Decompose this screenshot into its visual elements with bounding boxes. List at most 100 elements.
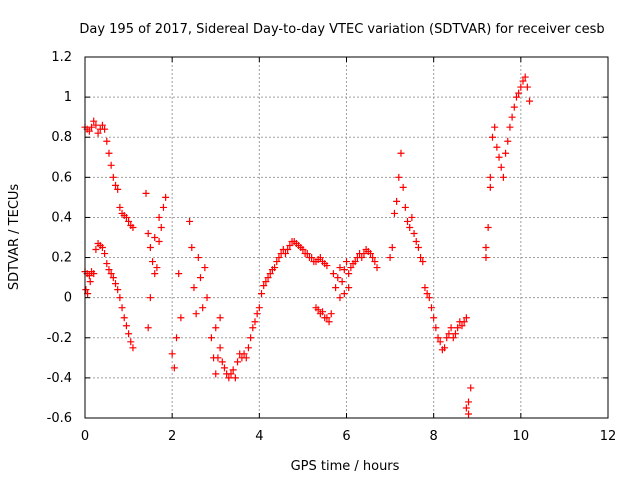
data-point [316, 254, 324, 262]
data-point [144, 229, 152, 237]
data-point [196, 274, 204, 282]
data-point [218, 358, 226, 366]
data-point [255, 304, 263, 312]
data-point [157, 223, 165, 231]
data-point [125, 330, 133, 338]
data-point [486, 173, 494, 181]
x-tick-label: 8 [430, 429, 438, 444]
data-point [390, 209, 398, 217]
data-point [242, 354, 250, 362]
data-point [188, 244, 196, 252]
data-point [519, 77, 527, 85]
data-point [386, 254, 394, 262]
data-point [146, 244, 154, 252]
data-point [212, 370, 220, 378]
data-point [114, 185, 122, 193]
data-point [526, 97, 534, 105]
data-point [194, 254, 202, 262]
series-peak-7_2h [386, 149, 470, 354]
data-point [517, 83, 525, 91]
y-tick-label: -0.2 [47, 331, 72, 346]
data-point [465, 410, 473, 418]
data-point [336, 264, 344, 272]
y-tick-label: 0.2 [51, 251, 72, 266]
data-point [90, 270, 98, 278]
data-point [393, 197, 401, 205]
data-point [345, 270, 353, 278]
data-point [327, 310, 335, 318]
data-point [395, 173, 403, 181]
data-point [325, 318, 333, 326]
data-point [90, 117, 98, 125]
data-point [462, 404, 470, 412]
series-rise-to-11h [482, 73, 534, 262]
series-cluster-5_5h-negative [312, 304, 335, 326]
data-point [462, 314, 470, 322]
data-point [345, 284, 353, 292]
data-point [482, 244, 490, 252]
data-point [454, 324, 462, 332]
y-tick-label: 0 [64, 291, 72, 306]
data-point [417, 254, 425, 262]
data-point [482, 254, 490, 262]
x-tick-label: 2 [168, 429, 176, 444]
data-point [118, 304, 126, 312]
data-point [510, 103, 518, 111]
data-point [373, 264, 381, 272]
x-tick-label: 0 [81, 429, 89, 444]
data-point [85, 272, 93, 280]
y-tick-label: -0.4 [47, 371, 72, 386]
data-point [340, 290, 348, 298]
data-point [175, 270, 183, 278]
data-point [105, 149, 113, 157]
x-tick-label: 6 [342, 429, 350, 444]
data-point [486, 183, 494, 191]
data-point [216, 344, 224, 352]
data-point [149, 258, 157, 266]
data-point [162, 193, 170, 201]
x-tick-label: 10 [513, 429, 530, 444]
data-point [240, 350, 248, 358]
y-axis-label: SDTVAR / TECUs [7, 184, 22, 291]
data-point [497, 163, 505, 171]
data-point [103, 137, 111, 145]
data-point [445, 330, 453, 338]
data-point [114, 286, 122, 294]
data-point [512, 93, 520, 101]
data-point [434, 334, 442, 342]
data-point [151, 270, 159, 278]
data-point [186, 217, 194, 225]
data-point [86, 278, 94, 286]
data-point [88, 123, 96, 131]
data-point [214, 354, 222, 362]
x-tick-label: 4 [255, 429, 263, 444]
data-point [249, 324, 257, 332]
data-points [81, 73, 534, 418]
data-point [410, 229, 418, 237]
data-point [229, 366, 237, 374]
data-point [369, 254, 377, 262]
data-point [484, 223, 492, 231]
data-point [190, 284, 198, 292]
data-point [499, 173, 507, 181]
data-point [120, 314, 128, 322]
data-point [508, 113, 516, 121]
data-point [423, 290, 431, 298]
data-point [116, 203, 124, 211]
data-point [203, 294, 211, 302]
series-rise-4-to-5h [255, 238, 331, 312]
data-point [360, 250, 368, 258]
data-point [262, 278, 270, 286]
data-point [451, 330, 459, 338]
data-point [266, 270, 274, 278]
data-point [319, 308, 327, 316]
y-tick-label: 0.4 [51, 210, 72, 225]
data-point [401, 203, 409, 211]
data-point [303, 250, 311, 258]
data-point [332, 284, 340, 292]
data-point [260, 282, 268, 290]
data-point [94, 129, 102, 137]
data-point [388, 244, 396, 252]
data-point [489, 133, 497, 141]
x-tick-label: 12 [600, 429, 617, 444]
